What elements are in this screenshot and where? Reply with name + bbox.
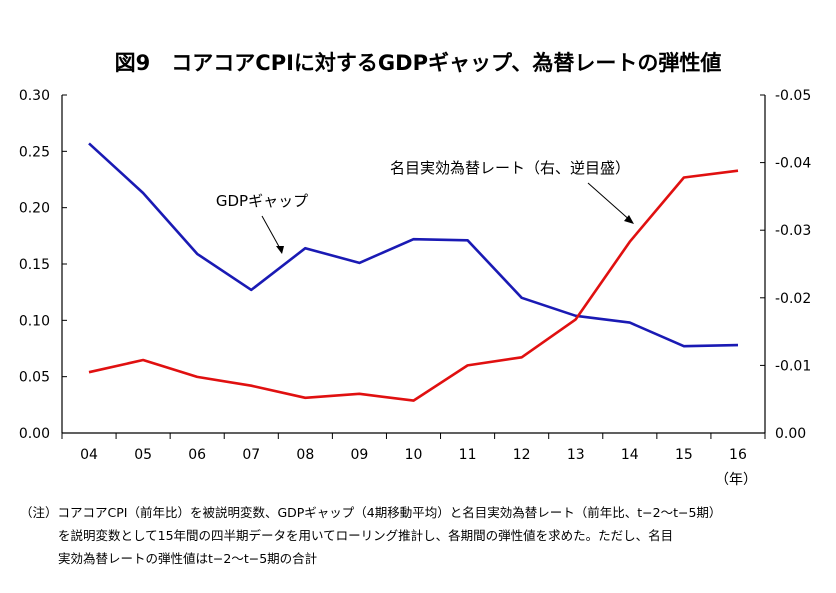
gdp-gap-series-line bbox=[88, 142, 739, 348]
gdp-gap-annotation: GDPギャップ bbox=[216, 192, 308, 210]
x-tick-label: 10 bbox=[405, 447, 423, 463]
left-tick-label: 0.00 bbox=[19, 426, 50, 442]
x-tick-label: 16 bbox=[729, 447, 747, 463]
right-tick-label: -0.03 bbox=[775, 223, 811, 239]
right-tick-label: -0.02 bbox=[775, 291, 811, 307]
left-tick-label: 0.05 bbox=[19, 370, 50, 386]
x-tick-label: 04 bbox=[80, 447, 98, 463]
exchange-rate-arrow-head bbox=[624, 215, 634, 224]
left-tick-label: 0.25 bbox=[19, 144, 50, 160]
exchange-rate-annotation: 名目実効為替レート（右、逆目盛） bbox=[390, 159, 630, 177]
footnote-line-3: 実効為替レートの弾性値はt−2〜t−5期の合計 bbox=[58, 551, 317, 566]
left-tick-label: 0.10 bbox=[19, 313, 50, 329]
right-tick-label: -0.05 bbox=[775, 88, 811, 104]
x-tick-label: 15 bbox=[675, 447, 693, 463]
x-tick-label: 06 bbox=[188, 447, 206, 463]
gdp-gap-arrow-head bbox=[276, 246, 284, 254]
plot-frame bbox=[61, 95, 766, 434]
exchange-rate-series-line bbox=[88, 169, 739, 402]
exchange-rate-arrow bbox=[587, 182, 633, 223]
x-unit-label: （年） bbox=[715, 472, 757, 488]
chart-title: 図9 コアコアCPIに対するGDPギャップ、為替レートの弾性値 bbox=[115, 51, 722, 75]
tick-marks bbox=[61, 94, 766, 439]
x-tick-label: 08 bbox=[296, 447, 314, 463]
series-layer bbox=[88, 142, 739, 402]
left-tick-label: 0.15 bbox=[19, 257, 50, 273]
x-tick-label: 11 bbox=[459, 447, 477, 463]
right-tick-label: 0.00 bbox=[775, 426, 806, 442]
left-tick-labels: 0.30 0.25 0.20 0.15 0.10 0.05 0.00 bbox=[19, 88, 50, 442]
x-tick-label: 13 bbox=[567, 447, 585, 463]
left-tick-label: 0.30 bbox=[19, 88, 50, 104]
footnote-line-2: を説明変数として15年間の四半期データを用いてローリング推計し、各期間の弾性値を… bbox=[58, 528, 673, 543]
x-tick-label: 12 bbox=[513, 447, 531, 463]
right-tick-labels: -0.05 -0.04 -0.03 -0.02 -0.01 0.00 bbox=[775, 88, 811, 442]
x-tick-label: 14 bbox=[621, 447, 639, 463]
right-tick-label: -0.01 bbox=[775, 358, 811, 374]
left-tick-label: 0.20 bbox=[19, 201, 50, 217]
right-tick-label: -0.04 bbox=[775, 156, 811, 172]
x-tick-label: 07 bbox=[242, 447, 260, 463]
x-tick-label: 05 bbox=[134, 447, 152, 463]
x-tick-labels: 04 05 06 07 08 09 10 11 12 13 14 15 16 bbox=[80, 447, 747, 463]
footnote-line-1: （注）コアコアCPI（前年比）を被説明変数、GDPギャップ（4期移動平均）と名目… bbox=[20, 505, 721, 520]
x-tick-label: 09 bbox=[351, 447, 369, 463]
